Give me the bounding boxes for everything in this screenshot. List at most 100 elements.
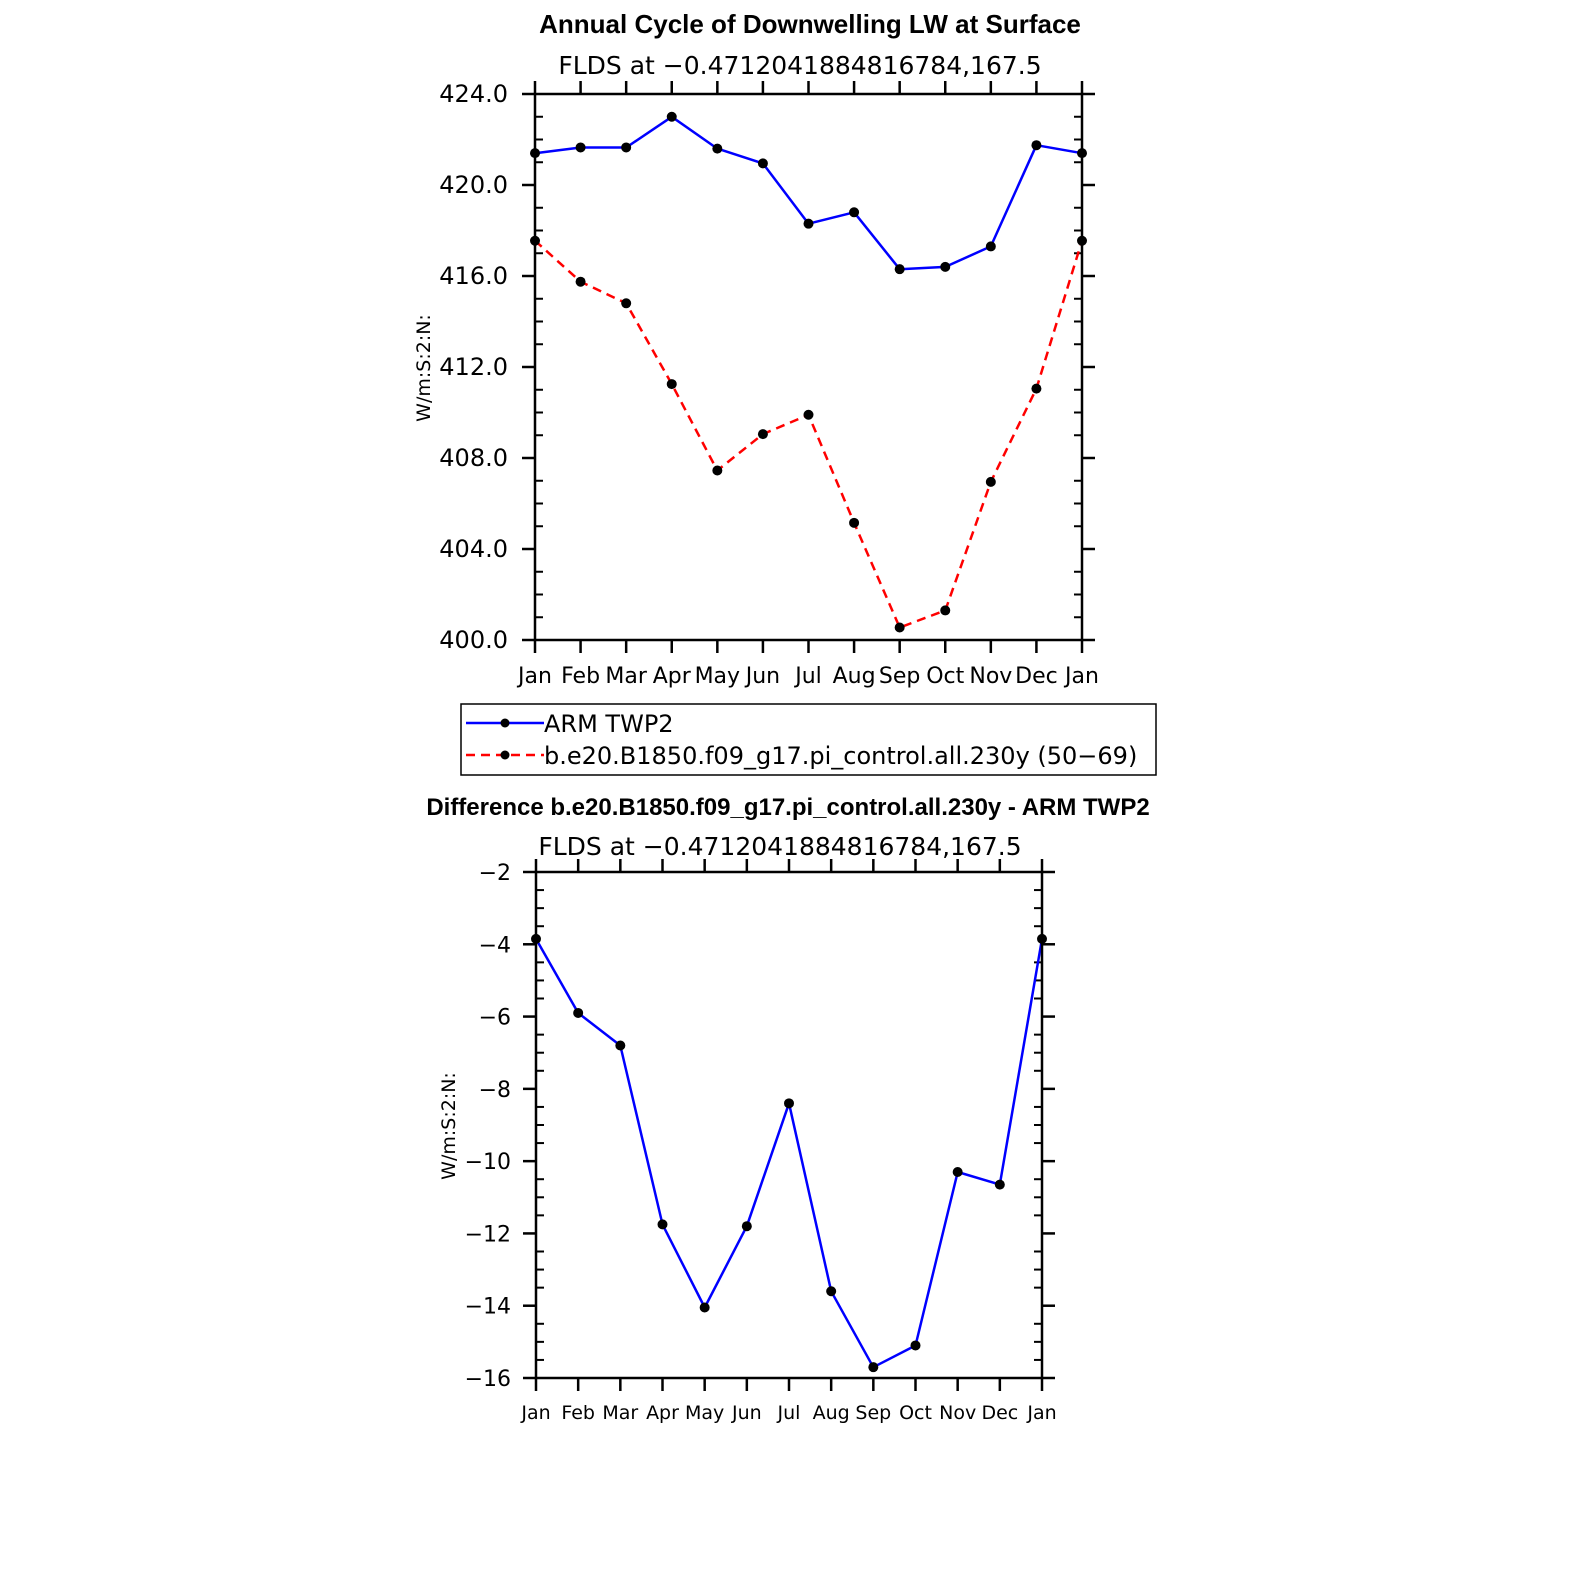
series-group (531, 933, 1047, 1373)
x-tick-label: Jan (516, 664, 552, 689)
x-tick-label: Jul (777, 1402, 801, 1424)
x-tick-label: Sep (879, 664, 920, 689)
y-tick-label: 424.0 (439, 80, 508, 108)
data-point (826, 1286, 837, 1297)
x-tick-label: Jul (793, 664, 822, 689)
x-tick-labels: Jan Feb Mar Apr May Jun Jul Aug Sep Oct Nov Dec Jan (516, 664, 1099, 689)
series-line (534, 115, 1083, 271)
data-point (573, 1007, 584, 1018)
data-point (985, 476, 996, 487)
x-tick-label: Dec (1015, 664, 1058, 689)
data-point (994, 1179, 1005, 1190)
x-tick-label: May (685, 1402, 724, 1424)
x-tick-label: Jan (1063, 664, 1099, 689)
data-point (940, 605, 951, 616)
data-point (849, 517, 860, 528)
data-point (575, 276, 586, 287)
y-tick-label: −8 (479, 1078, 511, 1103)
difference-chart: Difference b.e20.B1850.f09_g17.pi_contro… (426, 794, 1149, 1424)
y-tick-label: 408.0 (439, 444, 508, 472)
plot-frame (534, 870, 1044, 1380)
data-point (803, 409, 814, 420)
data-point (757, 158, 768, 169)
x-tick-label: Oct (926, 664, 964, 689)
axis-ticks (522, 81, 1095, 653)
data-point (803, 218, 814, 229)
data-point (784, 1098, 794, 1109)
y-tick-label: −4 (479, 933, 511, 958)
x-tick-label: Oct (899, 1402, 932, 1424)
x-tick-label: Feb (561, 1402, 595, 1424)
data-point (621, 142, 632, 153)
series-line (534, 938, 1044, 1369)
y-tick-labels: 400.0 404.0 408.0 412.0 416.0 420.0 424.0 (439, 80, 508, 654)
y-axis-label: W/m:S:2:N: (413, 314, 435, 422)
data-point (712, 465, 723, 476)
y-tick-label: −14 (465, 1295, 511, 1320)
legend-label-model: b.e20.B1850.f09_g17.pi_control.all.230y … (544, 742, 1137, 770)
data-point (894, 264, 905, 275)
x-tick-label: Nov (939, 1402, 976, 1424)
y-tick-label: 400.0 (439, 626, 508, 654)
x-tick-label: Jan (520, 1402, 550, 1424)
data-point (757, 429, 768, 440)
legend-marker-model (500, 750, 510, 760)
y-tick-label: −12 (465, 1222, 511, 1247)
data-point (666, 379, 677, 390)
data-point (621, 298, 632, 309)
data-point (1031, 383, 1042, 394)
data-point (940, 261, 951, 272)
x-tick-label: Aug (813, 1402, 850, 1424)
x-tick-label: May (695, 664, 740, 689)
y-tick-label: 416.0 (439, 262, 508, 290)
chart-title: Annual Cycle of Downwelling LW at Surfac… (539, 9, 1081, 39)
data-point (657, 1219, 668, 1230)
y-tick-label: −10 (465, 1150, 511, 1175)
series-line (534, 239, 1084, 629)
legend-marker-arm-twp2 (500, 718, 510, 728)
y-tick-label: 412.0 (439, 353, 508, 381)
plot-frame (533, 92, 1084, 642)
x-tick-label: Apr (646, 1402, 679, 1424)
data-point (868, 1362, 879, 1373)
x-tick-label: Aug (833, 664, 876, 689)
y-tick-label: 420.0 (439, 171, 508, 199)
x-tick-label: Jan (1026, 1402, 1056, 1424)
data-point (712, 143, 723, 154)
y-tick-label: −6 (479, 1006, 511, 1031)
x-tick-labels: Jan Feb Mar Apr May Jun Jul Aug Sep Oct Nov Dec Jan (520, 1402, 1056, 1424)
axis-ticks (523, 859, 1055, 1391)
y-tick-label: −2 (479, 861, 511, 886)
x-tick-label: Nov (969, 664, 1012, 689)
chart-subtitle: FLDS at −0.4712041884816784,167.5 (538, 832, 1021, 861)
y-tick-label: −16 (465, 1367, 511, 1392)
legend: ARM TWP2 b.e20.B1850.f09_g17.pi_control.… (460, 703, 1157, 776)
data-point (699, 1302, 710, 1313)
x-tick-label: Jun (744, 664, 780, 689)
x-tick-label: Sep (855, 1402, 891, 1424)
annual-cycle-chart: Annual Cycle of Downwelling LW at Surfac… (413, 9, 1157, 776)
data-point (575, 142, 586, 153)
legend-label-arm-twp2: ARM TWP2 (544, 710, 674, 738)
data-point (666, 111, 677, 122)
y-axis-label: W/m:S:2:N: (438, 1072, 460, 1180)
x-tick-label: Feb (561, 664, 600, 689)
chart-subtitle: FLDS at −0.4712041884816784,167.5 (558, 51, 1041, 80)
x-tick-label: Mar (605, 664, 647, 689)
chart-title: Difference b.e20.B1850.f09_g17.pi_contro… (426, 794, 1149, 821)
series-group (530, 111, 1087, 633)
x-tick-label: Mar (602, 1402, 638, 1424)
x-tick-label: Jun (731, 1402, 762, 1424)
data-point (1031, 140, 1042, 151)
y-tick-labels: −16 −14 −12 −10 −8 −6 −4 −2 (465, 861, 511, 1392)
x-tick-label: Dec (981, 1402, 1018, 1424)
legend-box (460, 703, 1157, 776)
y-tick-label: 404.0 (439, 535, 508, 563)
data-point (615, 1040, 626, 1051)
data-point (952, 1166, 963, 1177)
data-point (741, 1221, 752, 1232)
data-point (910, 1340, 921, 1351)
data-point (894, 622, 905, 633)
data-point (985, 241, 996, 252)
